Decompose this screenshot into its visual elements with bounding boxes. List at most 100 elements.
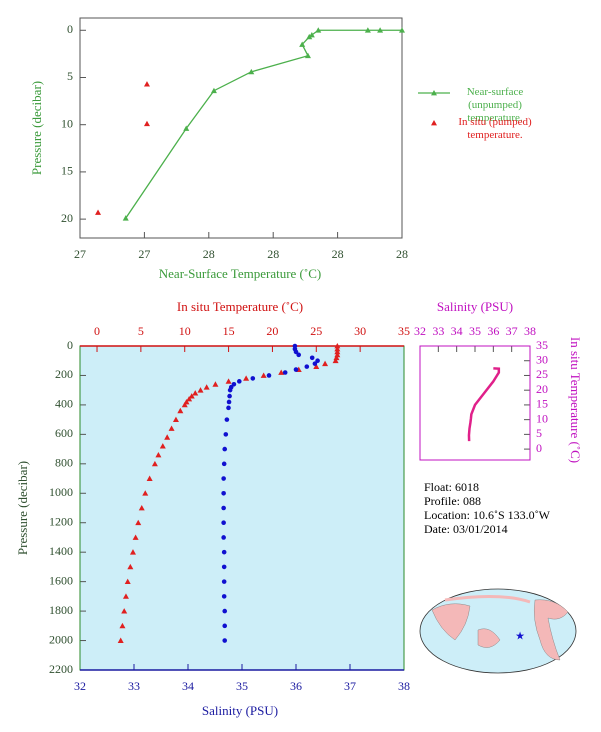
y-axis-title: Pressure (decibar) <box>29 81 44 175</box>
point <box>142 490 149 496</box>
x-tick-label: 28 <box>332 247 344 261</box>
point <box>334 351 341 358</box>
point <box>221 564 227 570</box>
point <box>212 381 219 387</box>
point <box>304 52 311 59</box>
legend-label: Near-surface (unpumped) temperature. <box>466 86 524 124</box>
point <box>260 372 267 378</box>
point <box>221 549 227 555</box>
point <box>146 475 153 481</box>
point <box>119 622 126 629</box>
x-tick-label: 34 <box>182 679 194 693</box>
point <box>168 425 175 431</box>
x-axis-title: Salinity (PSU) <box>437 299 513 314</box>
x2-axis-title: In situ Temperature (˚C) <box>177 299 303 314</box>
x-tick-label: 28 <box>267 247 279 261</box>
plot-frame <box>419 345 531 461</box>
x-tick-label: 35 <box>469 324 481 338</box>
point <box>309 355 315 361</box>
point <box>221 579 227 584</box>
point <box>221 520 226 526</box>
point <box>122 593 129 599</box>
y-tick-label: 1200 <box>49 514 73 528</box>
point <box>296 352 302 358</box>
point <box>315 27 322 33</box>
series-line <box>125 29 402 219</box>
point <box>304 364 310 369</box>
point <box>132 534 139 540</box>
point <box>221 490 226 496</box>
point <box>222 638 228 643</box>
x-tick-label: 5 <box>138 324 144 338</box>
point <box>225 378 232 384</box>
x-tick-label: 25 <box>310 324 322 338</box>
point <box>226 399 232 405</box>
point <box>221 461 227 467</box>
float-marker: ★ <box>515 631 525 643</box>
point <box>221 505 226 511</box>
point <box>155 451 162 458</box>
plot-area <box>80 18 402 238</box>
y-tick-label: 35 <box>536 338 548 352</box>
point <box>159 443 166 449</box>
x-tick-label: 28 <box>203 247 215 261</box>
y-tick-label: 10 <box>536 411 548 425</box>
x-tick-label: 34 <box>451 324 463 338</box>
x-tick-label: 37 <box>506 324 518 338</box>
y-tick-label: 800 <box>55 456 73 470</box>
point <box>203 384 210 390</box>
point <box>250 376 256 381</box>
point <box>278 369 285 375</box>
info-line: Date: 03/01/2014 <box>424 522 508 536</box>
plot-area <box>80 346 404 670</box>
point <box>322 360 329 367</box>
float-info: Float: 6018 Profile: 088 Location: 10.6˚S … <box>424 480 550 536</box>
point <box>223 432 229 437</box>
point <box>226 405 231 411</box>
point <box>117 637 124 643</box>
point <box>95 209 102 215</box>
y-tick-label: 5 <box>536 426 542 440</box>
y-tick-label: 25 <box>536 367 548 381</box>
x-tick-label: 15 <box>223 324 235 338</box>
point <box>129 549 136 555</box>
info-line: Location: 10.6˚S 133.0˚W <box>424 508 550 522</box>
point <box>124 578 131 585</box>
point <box>151 460 158 467</box>
point <box>377 27 384 33</box>
point <box>306 33 313 40</box>
point <box>293 367 299 372</box>
point <box>222 623 228 629</box>
point <box>222 608 228 614</box>
point <box>221 594 227 599</box>
point <box>227 393 232 399</box>
point <box>138 505 145 511</box>
point <box>308 31 315 38</box>
x-tick-label: 37 <box>344 679 356 693</box>
x-tick-label: 27 <box>138 247 150 261</box>
point <box>181 401 188 408</box>
x-tick-label: 38 <box>524 324 536 338</box>
point <box>135 519 142 526</box>
x-tick-label: 38 <box>398 679 410 693</box>
x-tick-label: 0 <box>94 324 100 338</box>
x-tick-label: 20 <box>266 324 278 338</box>
point <box>333 354 340 361</box>
point <box>122 215 129 221</box>
y-tick-label: 0 <box>67 22 73 36</box>
point <box>293 349 299 355</box>
point <box>248 68 255 75</box>
point <box>127 563 134 570</box>
y-tick-label: 1600 <box>49 573 73 587</box>
y-tick-label: 20 <box>536 382 548 396</box>
plot-frame <box>79 17 403 239</box>
point <box>177 407 184 414</box>
y-axis-title: Pressure (decibar) <box>15 461 30 555</box>
point <box>221 535 226 540</box>
point <box>121 608 128 614</box>
x-tick-label: 32 <box>74 679 86 693</box>
point <box>221 476 226 481</box>
x-tick-label: 27 <box>74 247 86 261</box>
